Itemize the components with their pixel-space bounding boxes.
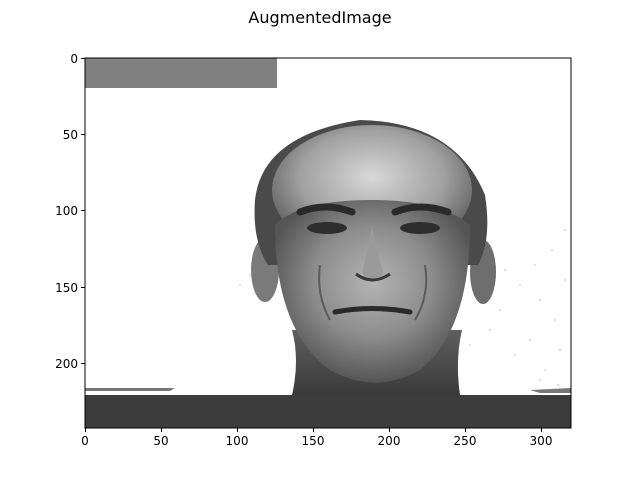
x-axis: 0 50 100 150 200 250 300 [81, 428, 552, 448]
x-tick-label: 250 [454, 434, 477, 448]
mouth [332, 306, 413, 315]
x-tick-label: 300 [530, 434, 553, 448]
nostrils [355, 272, 391, 282]
right-eyebrow [391, 203, 452, 216]
y-tick-label: 150 [55, 281, 78, 295]
x-tick-label: 150 [302, 434, 325, 448]
x-tick-label: 50 [153, 434, 168, 448]
y-tick-label: 100 [55, 204, 78, 218]
right-eye [400, 222, 440, 234]
x-tick-label: 100 [226, 434, 249, 448]
x-tick-label: 200 [378, 434, 401, 448]
axes-frame [84, 57, 572, 429]
face [275, 200, 470, 383]
right-streak [530, 388, 571, 393]
left-eye [307, 222, 347, 234]
top-left-gray-block [85, 58, 277, 88]
figure-title: AugmentedImage [248, 8, 392, 27]
y-tick-label: 0 [70, 52, 78, 66]
left-eyebrow [296, 203, 356, 216]
bottom-dark-band [85, 395, 571, 428]
right-cheek-line [414, 264, 428, 321]
y-tick-label: 200 [55, 357, 78, 371]
nose [362, 225, 383, 282]
x-tick-label: 0 [81, 434, 89, 448]
left-streak [85, 388, 175, 391]
y-axis: 0 50 100 150 200 [55, 52, 85, 371]
left-cheek-line [318, 264, 331, 321]
y-tick-label: 50 [63, 128, 78, 142]
photo [85, 58, 571, 428]
